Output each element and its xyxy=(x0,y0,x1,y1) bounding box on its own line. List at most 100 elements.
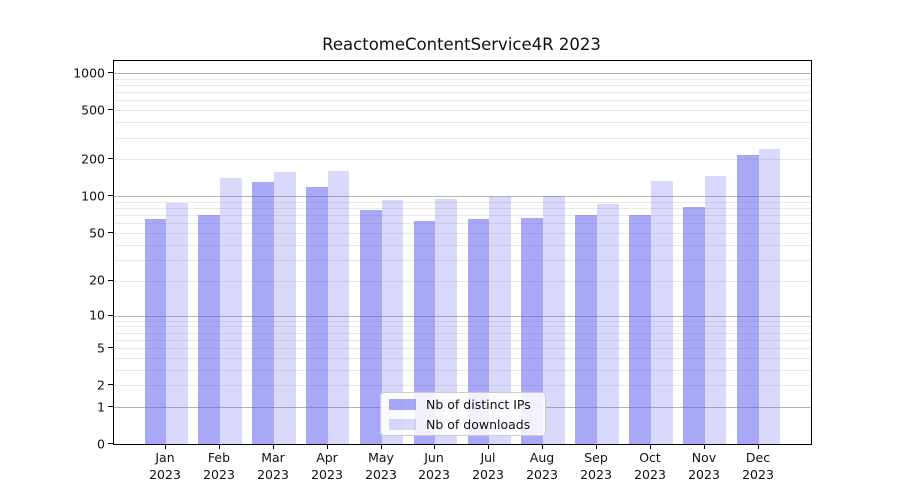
x-tick-mark xyxy=(704,444,705,449)
minor-gridline xyxy=(114,92,811,93)
x-axis-tick-label: Aug 2023 xyxy=(507,450,577,483)
bar-downloads-feb xyxy=(220,177,242,444)
y-axis-tick-label: 500 xyxy=(81,102,105,118)
minor-gridline xyxy=(114,202,811,203)
x-tick-month: Jul xyxy=(480,450,496,465)
y-tick-mark xyxy=(108,384,113,385)
x-tick-month: Oct xyxy=(639,450,661,465)
x-tick-mark xyxy=(273,444,274,449)
x-axis-tick-label: Nov 2023 xyxy=(669,450,739,483)
legend-label-downloads: Nb of downloads xyxy=(426,416,531,432)
x-axis-tick-label: May 2023 xyxy=(346,450,416,483)
x-axis-tick-label: Oct 2023 xyxy=(615,450,685,483)
x-axis-tick-label: Jul 2023 xyxy=(453,450,523,483)
y-tick-mark xyxy=(108,72,113,73)
minor-gridline xyxy=(114,159,811,160)
bar-downloads-sep xyxy=(597,204,619,444)
bar-distinct-ips-aug xyxy=(521,218,544,444)
bar-downloads-oct xyxy=(650,181,673,444)
minor-gridline xyxy=(114,233,811,234)
minor-gridline xyxy=(114,122,811,123)
bar-downloads-jan xyxy=(166,202,188,444)
x-tick-month: Jun xyxy=(424,450,444,465)
x-tick-month: Feb xyxy=(207,450,231,465)
minor-gridline xyxy=(114,385,811,386)
x-tick-year: 2023 xyxy=(526,466,558,482)
minor-gridline xyxy=(114,358,811,359)
bar-downloads-apr xyxy=(327,171,350,444)
x-axis-tick-label: Mar 2023 xyxy=(238,450,308,483)
x-tick-month: Mar xyxy=(261,450,285,465)
x-tick-mark xyxy=(434,444,435,449)
y-tick-mark xyxy=(108,347,113,348)
x-tick-mark xyxy=(327,444,328,449)
x-tick-year: 2023 xyxy=(580,466,612,482)
minor-gridline xyxy=(114,138,811,139)
bar-distinct-ips-apr xyxy=(306,186,328,444)
x-tick-year: 2023 xyxy=(311,466,343,482)
bar-distinct-ips-jul xyxy=(467,219,490,444)
plot-area: Nb of distinct IPs Nb of downloads xyxy=(113,60,812,445)
x-axis-tick-label: Jan 2023 xyxy=(130,450,200,483)
legend-swatch-downloads-icon xyxy=(389,418,416,430)
y-axis-tick-label: 0 xyxy=(97,436,105,451)
x-tick-month: Apr xyxy=(316,450,338,465)
bar-distinct-ips-sep xyxy=(575,215,597,444)
y-tick-mark xyxy=(108,232,113,233)
x-tick-month: Nov xyxy=(691,450,717,465)
bar-distinct-ips-mar xyxy=(252,181,274,444)
bar-downloads-jun xyxy=(435,198,458,444)
bar-downloads-aug xyxy=(543,196,565,444)
y-axis-tick-label: 10 xyxy=(89,307,105,323)
minor-gridline xyxy=(114,340,811,341)
bar-distinct-ips-dec xyxy=(736,155,759,444)
x-tick-year: 2023 xyxy=(688,466,720,482)
minor-gridline xyxy=(114,260,811,261)
minor-gridline xyxy=(114,79,811,80)
y-tick-mark xyxy=(108,315,113,316)
bar-distinct-ips-may xyxy=(359,210,382,444)
x-axis-tick-label: Dec 2023 xyxy=(723,450,793,483)
minor-gridline xyxy=(114,110,811,111)
bar-downloads-nov xyxy=(704,176,727,444)
bar-distinct-ips-oct xyxy=(629,215,651,444)
legend-label-distinct-ips: Nb of distinct IPs xyxy=(426,396,531,412)
y-axis-tick-label: 20 xyxy=(89,272,105,288)
x-tick-mark xyxy=(488,444,489,449)
bar-distinct-ips-feb xyxy=(198,215,221,444)
y-tick-mark xyxy=(108,406,113,407)
bar-distinct-ips-nov xyxy=(683,206,705,444)
x-tick-year: 2023 xyxy=(365,466,397,482)
legend-swatch-distinct-ips-icon xyxy=(389,398,416,410)
x-tick-mark xyxy=(758,444,759,449)
x-tick-month: Dec xyxy=(745,450,771,465)
x-tick-mark xyxy=(542,444,543,449)
x-tick-month: Aug xyxy=(529,450,555,465)
minor-gridline xyxy=(114,215,811,216)
legend-item-distinct-ips: Nb of distinct IPs xyxy=(381,396,545,413)
x-tick-year: 2023 xyxy=(418,466,450,482)
minor-gridline xyxy=(114,281,811,282)
legend-item-downloads: Nb of downloads xyxy=(381,416,545,433)
x-axis-tick-label: Feb 2023 xyxy=(184,450,254,483)
x-axis-tick-label: Apr 2023 xyxy=(292,450,362,483)
bar-distinct-ips-jan xyxy=(144,219,167,444)
y-axis-tick-label: 50 xyxy=(89,225,105,241)
minor-gridline xyxy=(114,326,811,327)
x-tick-year: 2023 xyxy=(634,466,666,482)
y-tick-mark xyxy=(108,158,113,159)
minor-gridline xyxy=(114,85,811,86)
x-axis-tick-label: Jun 2023 xyxy=(399,450,469,483)
bar-downloads-mar xyxy=(273,171,296,444)
y-axis-tick-label: 5 xyxy=(97,340,105,356)
y-axis-tick-label: 100 xyxy=(81,188,105,204)
x-tick-mark xyxy=(165,444,166,449)
y-tick-mark xyxy=(108,280,113,281)
major-gridline xyxy=(114,196,811,197)
minor-gridline xyxy=(114,333,811,334)
y-axis-tick-label: 2 xyxy=(97,377,105,393)
bar-downloads-jul xyxy=(489,197,511,444)
x-tick-year: 2023 xyxy=(149,466,181,482)
x-tick-year: 2023 xyxy=(472,466,504,482)
x-tick-year: 2023 xyxy=(203,466,235,482)
